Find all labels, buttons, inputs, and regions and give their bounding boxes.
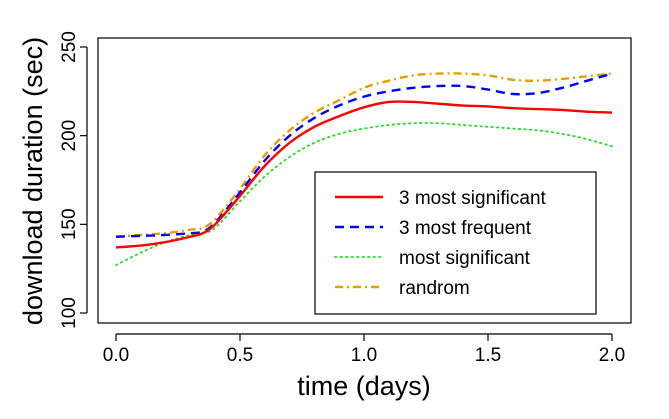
plot-border: [97, 37, 632, 324]
y-tick-label: 150: [59, 208, 80, 240]
x-tick-label: 1.0: [351, 345, 377, 366]
series-line-3-most-frequent: [115, 72, 613, 238]
legend-entry-label: most significant: [399, 248, 531, 269]
x-tick-label: 1.5: [475, 345, 501, 366]
y-axis-label: download duration (sec): [18, 37, 48, 325]
plot-frame: [97, 37, 632, 324]
y-tick-label: 200: [59, 120, 80, 152]
x-axis: 0.0 0.5 1.0 1.5 2.0: [103, 333, 625, 366]
y-tick-label: 250: [59, 31, 80, 63]
legend-entry-label: 3 most significant: [399, 188, 547, 209]
legend: 3 most significant 3 most frequent most si…: [314, 171, 597, 315]
x-tick-label: 0.0: [103, 345, 129, 366]
legend-box: [314, 171, 597, 315]
x-tick-label: 0.5: [227, 345, 253, 366]
series-line-randrom: [115, 72, 613, 238]
legend-entry-label: 3 most frequent: [399, 218, 532, 239]
x-tick-label: 2.0: [599, 345, 625, 366]
y-tick-label: 100: [59, 297, 80, 329]
series-lines: [115, 72, 613, 267]
series-line-3-most-significant: [115, 100, 613, 249]
legend-entry-label: randrom: [399, 278, 470, 299]
x-axis-label: time (days): [297, 371, 431, 401]
y-axis: 100 150 200 250: [59, 31, 88, 329]
